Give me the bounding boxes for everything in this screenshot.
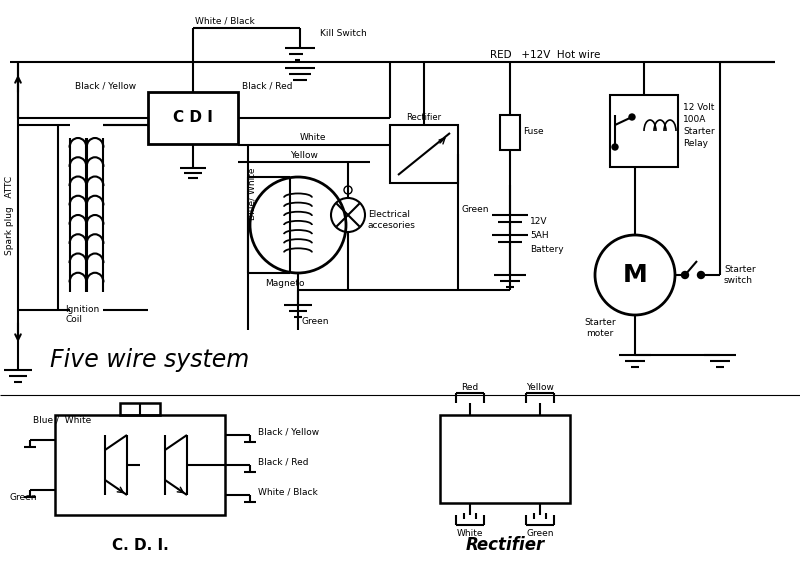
Text: Red: Red (462, 383, 478, 391)
Text: Five wire system: Five wire system (50, 348, 250, 372)
Text: 100A: 100A (683, 114, 706, 123)
Circle shape (682, 272, 689, 279)
Text: Starter
moter: Starter moter (584, 318, 616, 338)
Text: Rectifier: Rectifier (406, 113, 442, 123)
Text: White / Black: White / Black (195, 16, 254, 26)
Bar (120, 403, 160, 415)
Text: Green: Green (302, 318, 330, 326)
Text: Black / Yellow: Black / Yellow (75, 82, 136, 91)
Text: Blue /  White: Blue / White (33, 415, 91, 425)
Circle shape (629, 114, 635, 120)
Text: Yellow: Yellow (290, 151, 318, 159)
Bar (440, 415, 570, 503)
Text: Yellow: Yellow (526, 383, 554, 391)
Text: Starter
switch: Starter switch (724, 265, 756, 285)
Text: Kill Switch: Kill Switch (320, 29, 366, 37)
Text: Electrical
accesories: Electrical accesories (368, 210, 416, 230)
Text: M: M (622, 263, 647, 287)
Text: Ignition
Coil: Ignition Coil (65, 305, 99, 324)
Text: RED   +12V  Hot wire: RED +12V Hot wire (490, 50, 600, 60)
Text: White / Black: White / Black (258, 488, 318, 496)
Text: C D I: C D I (173, 110, 213, 126)
Bar (610, 95, 678, 167)
Text: Spark plug   ATTC: Spark plug ATTC (6, 175, 14, 255)
Text: Relay: Relay (683, 138, 708, 148)
Text: Green: Green (10, 492, 38, 502)
Text: 12V: 12V (530, 217, 547, 227)
Bar (390, 125, 458, 183)
Text: C. D. I.: C. D. I. (112, 537, 168, 552)
Text: Magneto: Magneto (265, 279, 305, 287)
Text: Starter: Starter (683, 127, 714, 135)
Text: Blue/ White: Blue/ White (247, 168, 257, 220)
Text: Battery: Battery (530, 245, 564, 255)
Text: White: White (457, 529, 483, 537)
Text: Fuse: Fuse (523, 127, 544, 137)
Circle shape (612, 144, 618, 150)
Text: White: White (300, 134, 326, 142)
Bar (500, 115, 520, 150)
Text: Green: Green (461, 206, 489, 214)
Text: 5AH: 5AH (530, 231, 549, 239)
Text: Rectifier: Rectifier (466, 536, 545, 554)
Text: Black / Yellow: Black / Yellow (258, 427, 319, 436)
Bar (148, 92, 238, 144)
Text: Green: Green (526, 529, 554, 537)
Bar (55, 415, 225, 515)
Text: 12 Volt: 12 Volt (683, 103, 714, 112)
Text: Black / Red: Black / Red (258, 457, 309, 467)
Circle shape (698, 272, 705, 279)
Text: Black / Red: Black / Red (242, 82, 293, 91)
